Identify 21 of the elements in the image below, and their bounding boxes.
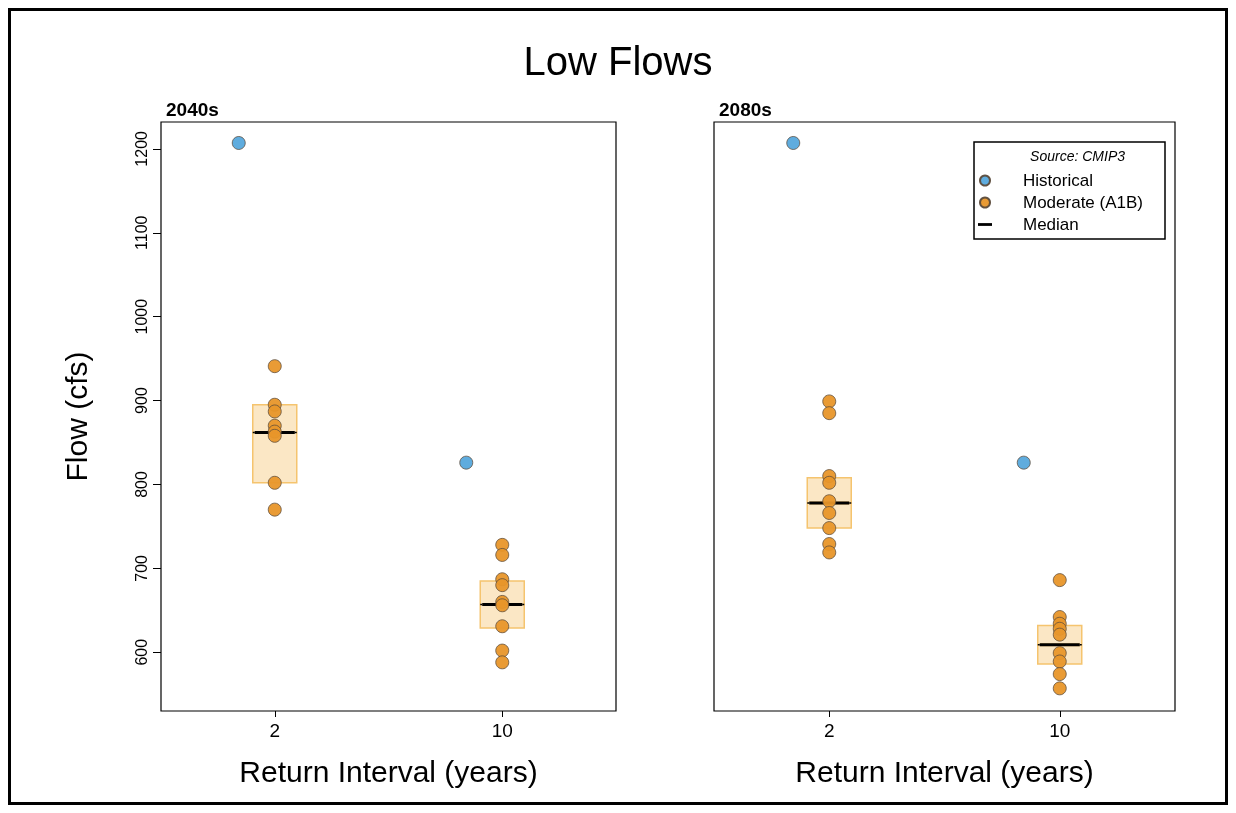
x-tick-label: 2 [269,720,281,741]
chart-title: Low Flows [522,39,714,84]
x-axis-title: Return Interval (years) [795,754,1094,788]
legend-label: Moderate (A1B) [1023,193,1143,212]
legend-title: Source: CMIP3 [1030,148,1126,164]
y-tick-label: 700 [132,554,150,582]
x-axis-title: Return Interval (years) [239,754,538,788]
x-tick-label: 10 [491,720,513,741]
chart-subtitle: 2040s [166,99,219,120]
y-tick-label: 1200 [132,130,150,167]
x-tick-label: 2 [823,720,835,741]
y-tick-label: 1000 [132,298,150,335]
y-tick-label: 1100 [132,215,150,250]
legend-label: Median [1023,215,1079,234]
y-tick-label: 900 [132,387,150,414]
y-tick-label: 800 [132,471,150,498]
legend-label: Historical [1023,171,1093,190]
x-tick-label: 10 [1049,720,1071,741]
y-axis-title: Flow (cfs) [59,351,93,482]
y-tick-label: 600 [132,638,150,666]
chart-subtitle: 2080s [719,99,772,120]
